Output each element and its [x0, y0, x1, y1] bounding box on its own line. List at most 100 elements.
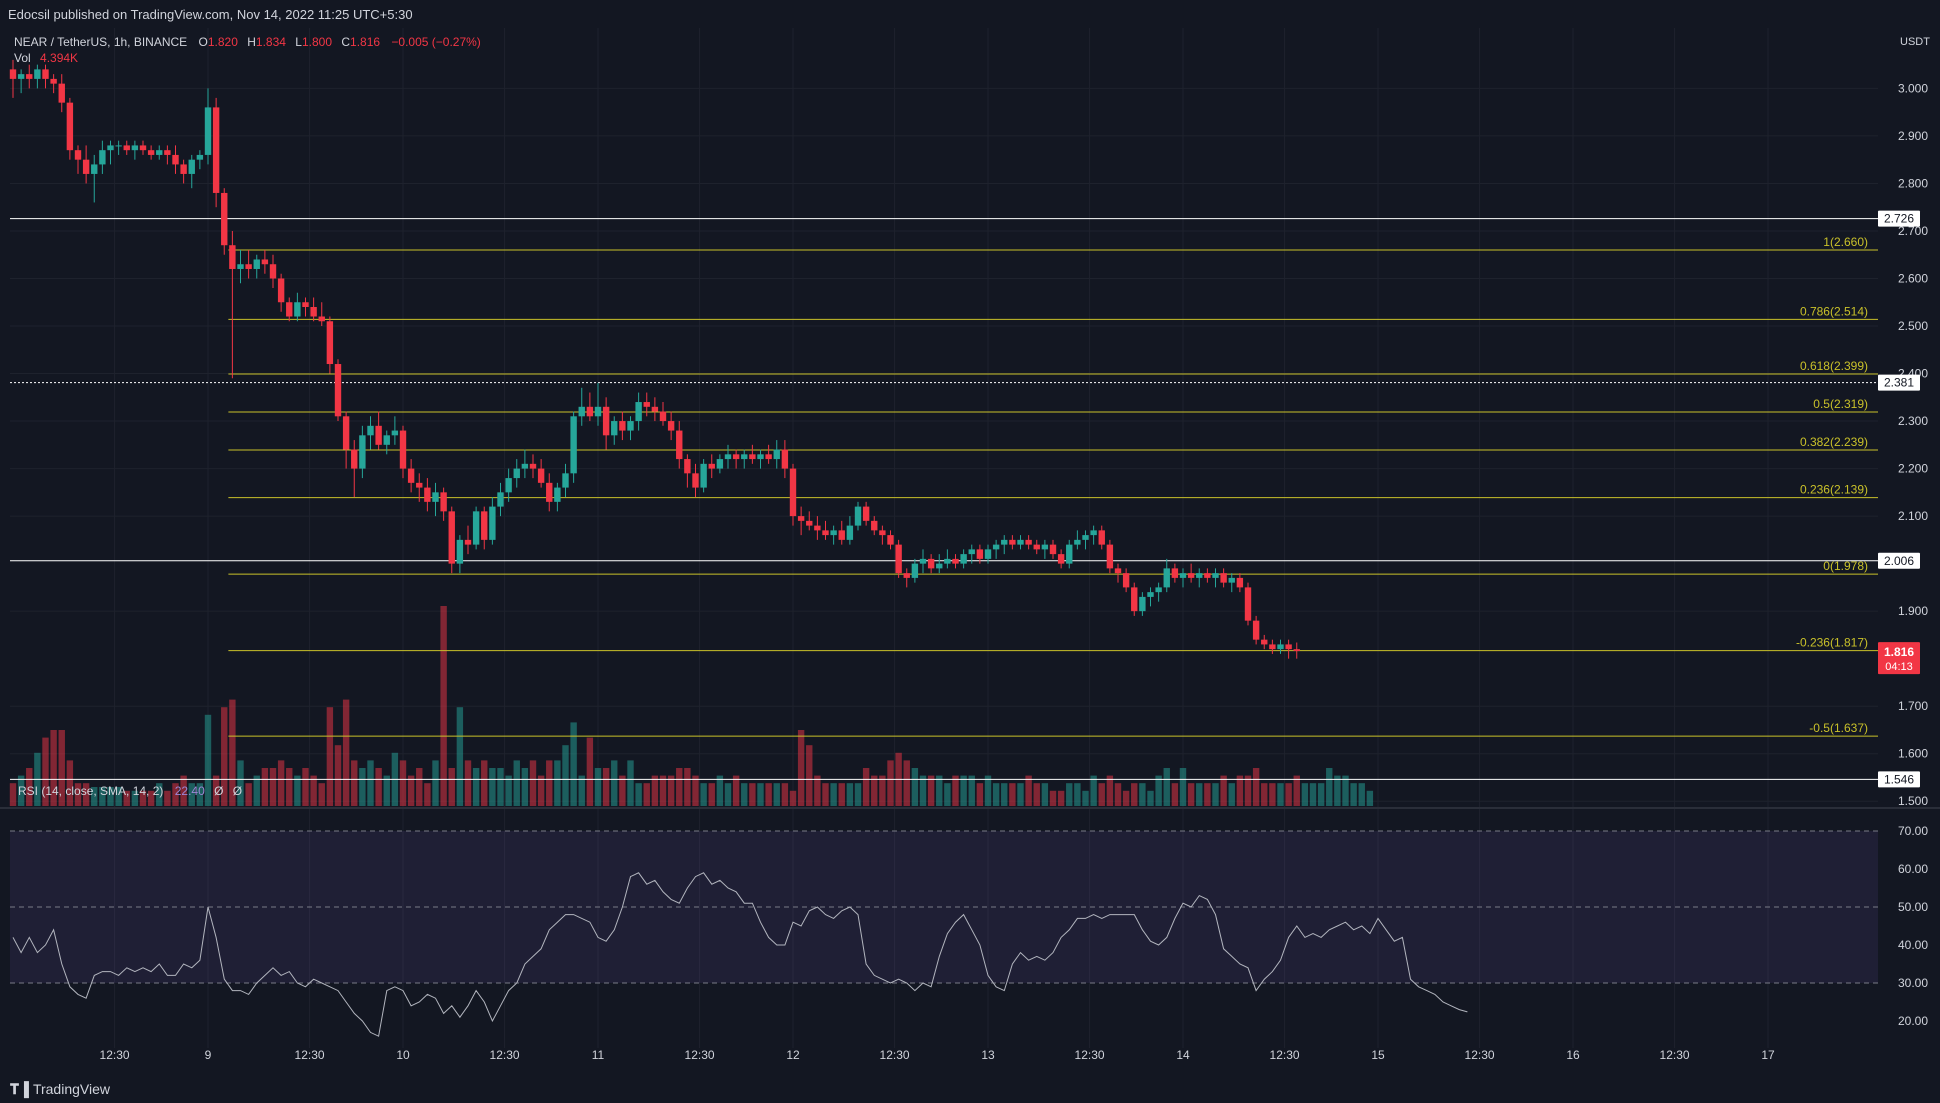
candle-body: [456, 539, 464, 564]
candle-body: [692, 473, 699, 488]
candle-body: [180, 164, 187, 174]
volume-bar: [602, 768, 610, 806]
candle-body: [448, 511, 455, 564]
candle-body: [107, 145, 114, 151]
candle-body: [667, 421, 675, 431]
time-tick-label: 12:30: [295, 1048, 325, 1062]
legend-low-label: L: [295, 35, 302, 49]
candle-body: [741, 454, 748, 460]
publisher-caption: Edocsil published on TradingView.com, No…: [8, 7, 413, 22]
volume-bar: [229, 699, 236, 806]
candle-body: [82, 159, 90, 174]
candle-body: [546, 482, 553, 502]
volume-bar: [456, 707, 464, 806]
candle-body: [91, 164, 98, 174]
volume-bar: [472, 768, 480, 806]
volume-bar: [1228, 783, 1235, 806]
candle-body: [1252, 620, 1260, 640]
candle-body: [854, 506, 862, 526]
fib-level-label: -0.236(1.817): [1796, 636, 1868, 650]
volume-bar: [570, 722, 577, 806]
candle-body: [318, 316, 325, 322]
candle-body: [50, 78, 57, 84]
fib-level-label: -0.5(1.637): [1809, 721, 1868, 735]
candle-body: [578, 406, 585, 417]
price-tick-label: 1.500: [1898, 794, 1928, 808]
fibonacci-retracement[interactable]: 1(2.660) 0.786(2.514) 0.618(2.399) 0.5(2.31…: [228, 235, 1878, 737]
horizontal-levels[interactable]: [10, 218, 1878, 780]
candle-body: [424, 487, 431, 502]
candle-body: [302, 302, 309, 308]
fib-level-label: 1(2.660): [1823, 235, 1868, 249]
candle-body: [1147, 592, 1154, 597]
candle-body: [952, 558, 959, 564]
volume-bar: [147, 790, 155, 806]
candle-body: [156, 150, 163, 155]
candle-body: [732, 454, 740, 460]
volume-bar: [732, 775, 740, 806]
candle-body: [806, 520, 813, 526]
candle-body: [797, 516, 805, 521]
volume-bar: [700, 783, 707, 806]
candle-body: [1025, 539, 1032, 545]
volume-bar: [749, 783, 756, 806]
volume-bar: [245, 783, 252, 806]
ohlc-legend: NEAR / TetherUS, 1h, BINANCE O1.820 H1.8…: [14, 35, 481, 798]
rsi-tick-label: 20.00: [1898, 1014, 1928, 1028]
level-price-tag-label: 2.381: [1884, 376, 1914, 390]
candle-body: [862, 506, 870, 521]
candle-body: [489, 506, 496, 540]
candle-body: [1277, 644, 1284, 650]
axes[interactable]: USDT3.0002.9002.8002.7002.6002.5002.4002…: [100, 28, 1940, 1062]
volume-bar: [594, 768, 602, 806]
candle-body: [1066, 544, 1073, 564]
candle-body: [481, 511, 488, 540]
volume-bar: [375, 768, 382, 806]
volume-bar: [1293, 775, 1300, 806]
volume-bar: [952, 775, 959, 806]
rsi-label: RSI (14, close, SMA, 14, 2): [18, 784, 163, 798]
fib-level-label: 0.618(2.399): [1800, 359, 1868, 373]
volume-bar: [1334, 775, 1341, 806]
volume-bar: [992, 783, 1000, 806]
rsi-band: [10, 831, 1878, 983]
price-tick-label: 3.000: [1898, 81, 1928, 95]
fib-level-label: 0.5(2.319): [1813, 397, 1868, 411]
candle-body: [773, 449, 780, 460]
candle-body: [570, 416, 577, 474]
volume-bar: [310, 775, 317, 806]
volume-bar: [294, 775, 301, 806]
volume-bar: [156, 783, 163, 806]
candle-body: [1187, 573, 1195, 578]
candle-body: [66, 102, 74, 151]
volume-bar: [17, 775, 25, 806]
volume-bar: [562, 745, 569, 806]
volume-bar: [635, 783, 642, 806]
volume-bar: [334, 745, 342, 806]
volume-bar: [1261, 783, 1268, 806]
candle-body: [1139, 596, 1146, 612]
volume-bar: [529, 760, 537, 806]
candle-body: [960, 554, 967, 564]
volume-bar: [351, 760, 358, 806]
candle-body: [1074, 539, 1081, 545]
time-tick-label: 9: [205, 1048, 212, 1062]
volume-bar: [123, 790, 130, 806]
legend-high-value: 1.834: [256, 35, 286, 49]
volume-bar: [1114, 783, 1122, 806]
candle-body: [676, 430, 683, 460]
candle-body: [627, 421, 634, 431]
time-tick-label: 12:30: [1660, 1048, 1690, 1062]
volume-bar: [1342, 775, 1349, 806]
candle-body: [716, 459, 724, 469]
candle-body: [326, 321, 334, 365]
volume-bar: [115, 787, 122, 806]
candle-body: [789, 468, 797, 517]
price-chart[interactable]: 1(2.660) 0.786(2.514) 0.618(2.399) 0.5(2.31…: [0, 0, 1940, 1075]
volume-bar: [936, 775, 943, 806]
volume-bar: [164, 790, 171, 806]
tradingview-logo[interactable]: 𝐓▐ TradingView: [10, 1081, 110, 1098]
volume-bar: [838, 783, 845, 806]
volume-bar: [968, 775, 975, 806]
candle-body: [1236, 577, 1244, 588]
